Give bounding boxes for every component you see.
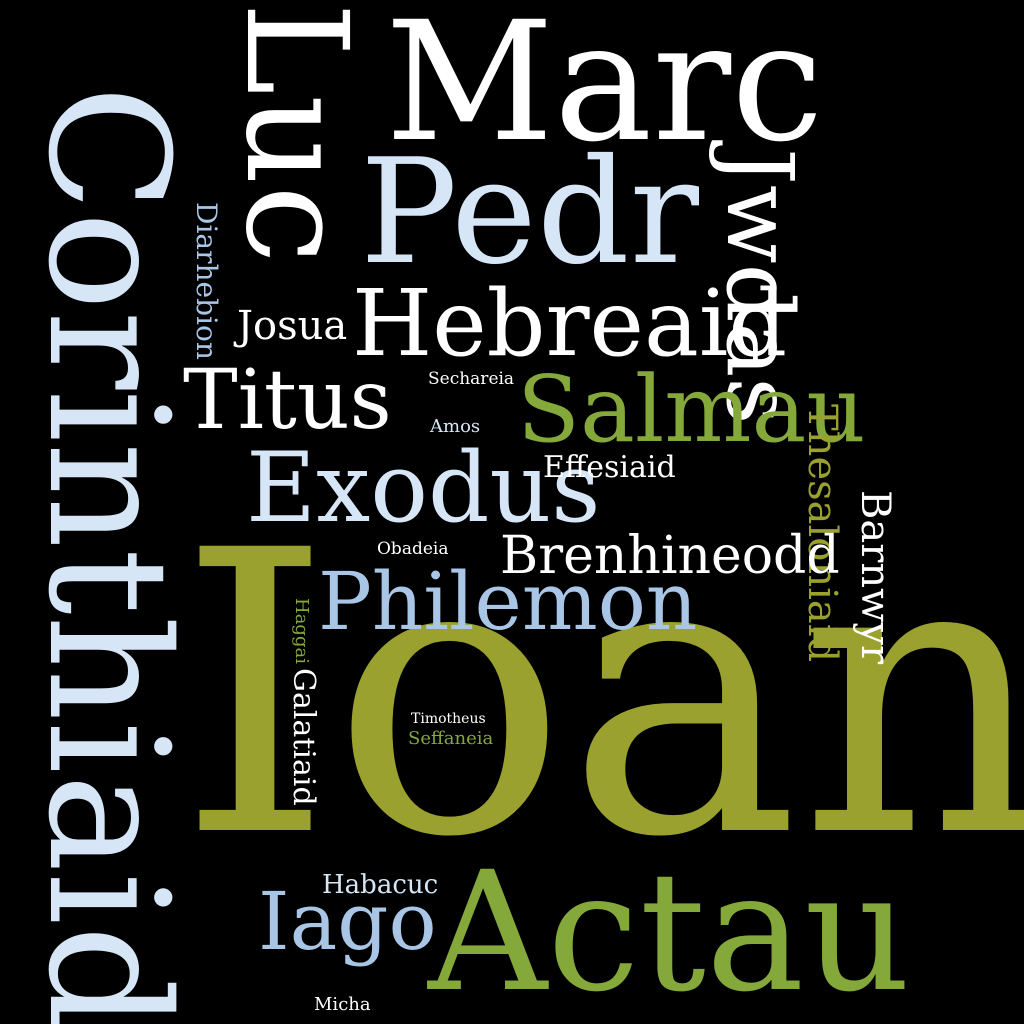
word-amos: Amos (430, 416, 481, 437)
word-exodus: Exodus (246, 432, 601, 544)
word-salmau: Salmau (517, 356, 866, 463)
word-obadeia: Obadeia (377, 539, 449, 559)
word-ioan: Ioan (178, 468, 1024, 922)
word-iago: Iago (258, 875, 437, 968)
word-hebreaid: Hebreaid (352, 270, 788, 377)
word-luc: Luc (214, 2, 377, 264)
word-titus: Titus (183, 353, 392, 448)
word-effesiaid: Effesiaid (543, 450, 676, 485)
word-philemon: Philemon (318, 555, 698, 648)
word-galatiaid: Galatiaid (286, 668, 321, 806)
word-marc: Marc (385, 0, 824, 178)
word-timotheus: Timotheus (411, 711, 486, 727)
word-pedr: Pedr (360, 128, 699, 297)
word-barnwyr: Barnwyr (852, 490, 898, 665)
word-sechareia: Sechareia (428, 369, 515, 389)
word-haggai: Haggai (291, 598, 312, 664)
word-seffaneia: Seffaneia (408, 728, 494, 749)
word-josua: Josua (237, 303, 348, 349)
word-corinthiaid: Corinthiaid (12, 85, 204, 1024)
word-actau: Actau (428, 836, 911, 1024)
word-diarhebion: Diarhebion (190, 202, 223, 360)
word-micha: Micha (314, 994, 371, 1015)
word-habacuc: Habacuc (322, 870, 439, 900)
word-brenhineodd: Brenhineodd (500, 526, 840, 586)
